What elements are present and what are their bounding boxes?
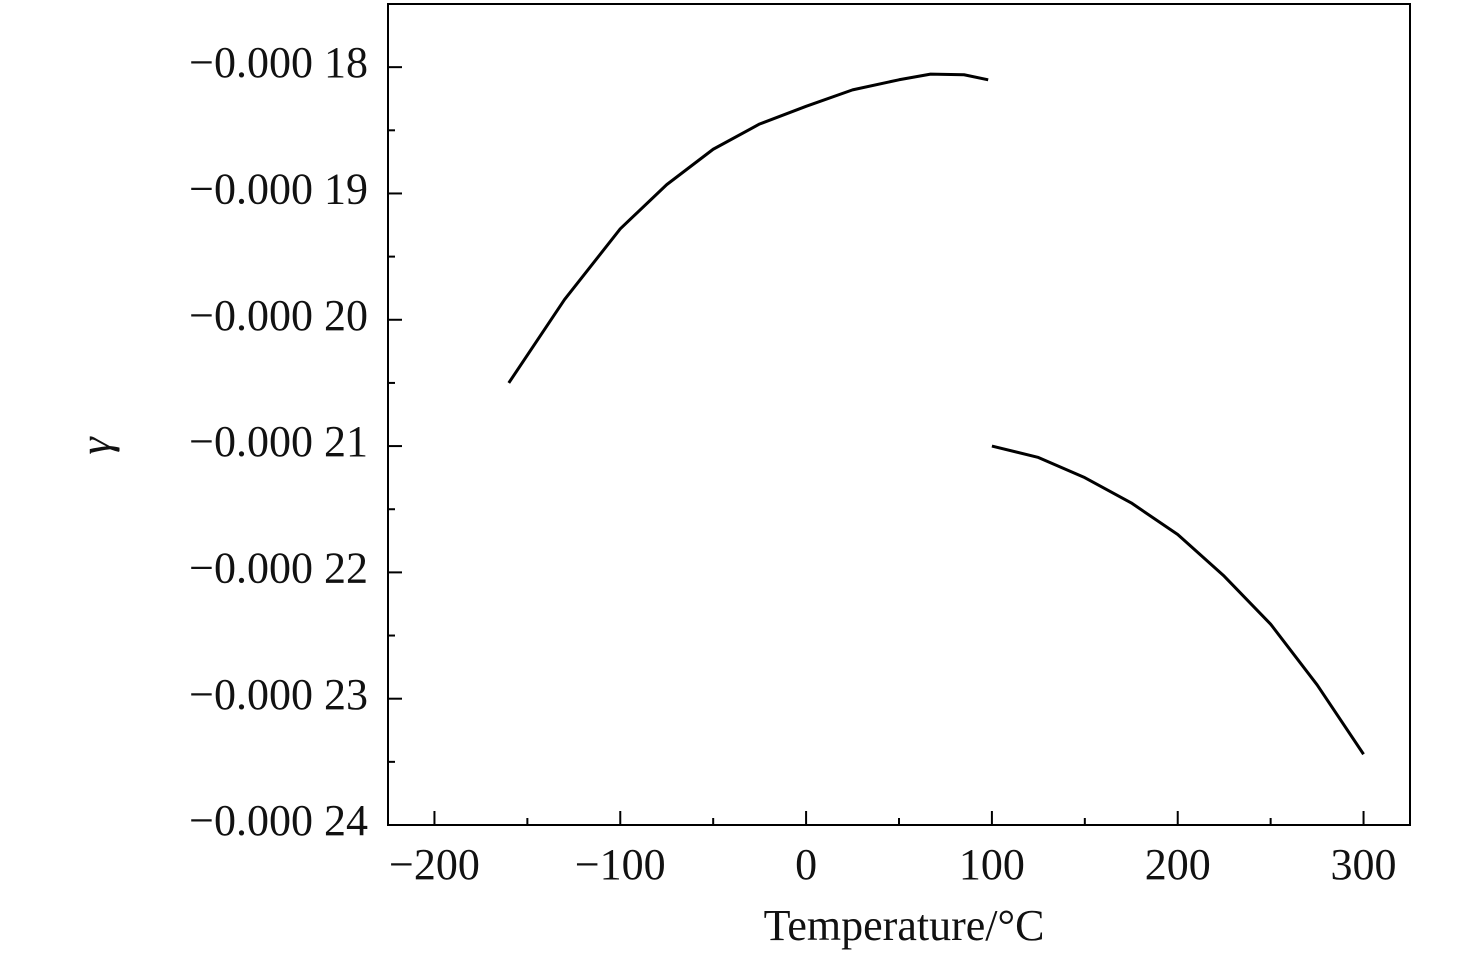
- line-series: [507, 72, 989, 384]
- y-tick-label: −0.000 24: [189, 796, 368, 845]
- plot-frame: [387, 3, 1411, 826]
- line-series: [991, 444, 1365, 756]
- x-tick-label: 300: [1331, 840, 1397, 889]
- y-tick-label: −0.000 23: [189, 670, 368, 719]
- y-axis-label: γ: [71, 436, 120, 455]
- x-tick-label: −100: [575, 840, 666, 889]
- y-tick-label: −0.000 20: [189, 291, 368, 340]
- x-tick-label: −200: [389, 840, 480, 889]
- x-tick-label: 100: [959, 840, 1025, 889]
- x-axis-label: Temperature/°C: [764, 901, 1045, 950]
- y-tick-label: −0.000 21: [189, 417, 368, 466]
- y-tick-label: −0.000 19: [189, 165, 368, 214]
- y-tick-label: −0.000 22: [189, 543, 368, 592]
- x-tick-label: 0: [795, 840, 817, 889]
- x-tick-label: 200: [1145, 840, 1211, 889]
- y-tick-label: −0.000 18: [189, 38, 368, 87]
